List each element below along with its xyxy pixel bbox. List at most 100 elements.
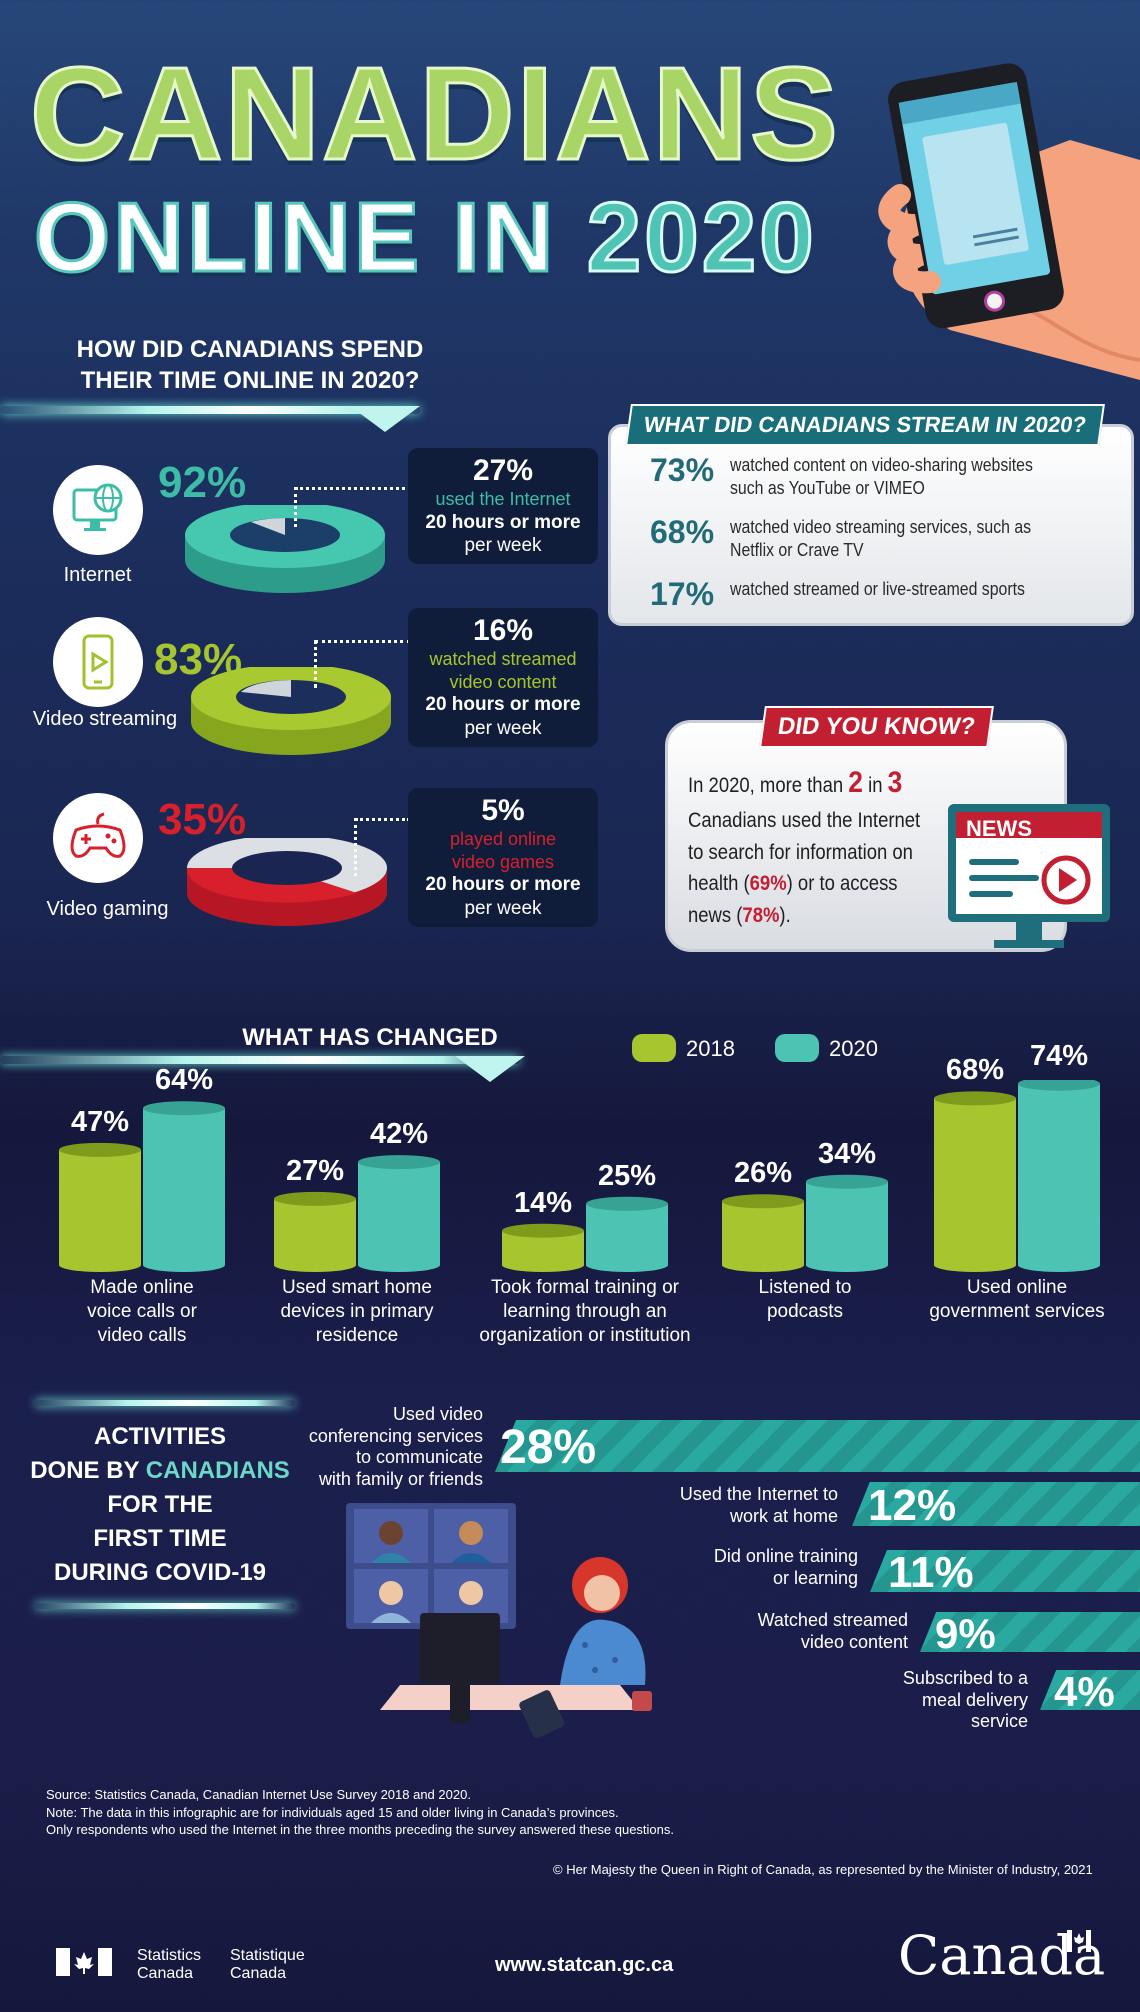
internet-hours-pct: 27% — [472, 454, 534, 487]
legend-2018-label: 2018 — [686, 1036, 735, 1061]
internet-label: Internet — [63, 564, 132, 586]
dyk-news-pct: 78% — [742, 903, 780, 927]
bar-2020-4 — [1018, 1080, 1100, 1272]
video-gaming-donut — [186, 838, 387, 926]
activity-label: Did online training or learning — [713, 1546, 858, 1588]
activities-top-bar — [35, 1400, 295, 1406]
video-gaming-leader — [355, 818, 410, 821]
dyk-text-2: in — [868, 774, 883, 797]
statcan-url-link[interactable]: www.statcan.gc.ca — [495, 1954, 674, 1976]
bar-value-label: 25% — [597, 1159, 657, 1192]
statcan-en: Statistics Canada — [137, 1947, 201, 1984]
stream-row-pct: 17% — [650, 576, 715, 612]
video-gaming-hours-text-1: played online — [449, 829, 557, 849]
internet-hours-threshold: 20 hours or more — [425, 511, 581, 533]
divider-arrow-icon — [455, 1056, 525, 1082]
internet-pct: 92% — [158, 458, 247, 507]
legend-2020-label: 2020 — [829, 1036, 878, 1061]
video-streaming-hours-pct: 16% — [472, 614, 534, 647]
activity-pct: 4% — [1054, 1668, 1115, 1715]
copyright: © Her Majesty the Queen in Right of Cana… — [553, 1862, 1093, 1877]
video-streaming-leader-v — [314, 640, 317, 688]
time-online-divider — [0, 406, 420, 414]
bar-value-label: 47% — [70, 1105, 130, 1138]
statcan-fr-2: Canada — [230, 1965, 287, 1983]
internet-hours-text: used the Internet — [435, 489, 571, 509]
stream-row: 68% watched video streaming services, su… — [650, 516, 1120, 578]
title-line-1: CANADIANS — [29, 40, 840, 187]
internet-leader — [295, 487, 405, 490]
video-gaming-hours-period: per week — [464, 897, 542, 919]
activity-label: Watched streamed video content — [757, 1610, 908, 1652]
phone-in-hand-icon — [878, 63, 1140, 380]
dyk-text-5: ). — [779, 903, 791, 927]
divider-arrow-icon — [350, 406, 420, 432]
activities-bottom-bar — [35, 1603, 295, 1609]
video-streaming-hours-period: per week — [464, 717, 542, 739]
internet-icon — [53, 465, 143, 555]
activity-label: Used the Internet to work at home — [679, 1484, 838, 1526]
stream-row: 17% watched streamed or live-streamed sp… — [650, 578, 1120, 618]
dyk-number-2: 3 — [887, 766, 903, 799]
time-online-heading-line-2: THEIR TIME ONLINE IN 2020? — [80, 367, 420, 395]
video-gaming-icon — [53, 793, 143, 883]
news-label: NEWS — [966, 816, 1032, 841]
video-streaming-icon — [53, 617, 143, 707]
activity-pct: 12% — [868, 1481, 957, 1530]
time-online-heading: HOW DID CANADIANS SPEND THEIR TIME ONLIN… — [40, 334, 460, 396]
stream-row-text: watched video streaming services, such a… — [730, 517, 1032, 560]
video-streaming-hours-text-1: watched streamed — [429, 649, 577, 669]
activities-heading-line-2a: DONE BY — [30, 1457, 140, 1485]
bar-category-label: Made online voice calls or video calls — [87, 1277, 197, 1346]
video-gaming-hours-pct: 5% — [481, 794, 525, 827]
bar-category-label: Used smart home devices in primary residen… — [280, 1277, 434, 1346]
activity-label: Used video conferencing services to commun… — [308, 1404, 483, 1489]
bar-2018-1 — [274, 1191, 356, 1272]
bar-value-label: 68% — [945, 1054, 1005, 1087]
activity-label: Subscribed to a meal delivery service — [902, 1668, 1028, 1732]
video-gaming-info-box: 5% played online video games 20 hours or… — [408, 788, 598, 927]
title-line-2: ONLINE IN 2020 — [32, 187, 817, 288]
activities-heading-line-3: FOR THE — [107, 1491, 213, 1519]
statcan-fr: Statistique Canada — [230, 1947, 305, 1984]
bar-value-label: 42% — [369, 1118, 429, 1151]
title-year: 2020 — [585, 182, 817, 292]
stream-row-text: watched streamed or live-streamed sports — [730, 579, 1025, 599]
source-line: Source: Statistics Canada, Canadian Inte… — [46, 1787, 471, 1802]
wordmark-flag-icon — [1067, 1930, 1091, 1952]
legend-2020-swatch — [775, 1034, 819, 1062]
legend-2018-swatch — [632, 1034, 676, 1062]
activities-heading-line-4: FIRST TIME — [93, 1525, 227, 1553]
bar-value-label: 64% — [154, 1064, 214, 1097]
activity-pct: 28% — [500, 1421, 597, 1474]
stream-box — [608, 424, 1134, 626]
stream-heading: WHAT DID CANADIANS STREAM IN 2020? — [625, 404, 1106, 446]
video-streaming-hours-text-2: video content — [449, 671, 557, 692]
activities-heading-line-2b: CANADIANS — [145, 1457, 290, 1485]
activities-heading: ACTIVITIES DONE BY CANADIANS FOR THE FIR… — [20, 1420, 300, 1590]
dyk-text-1: In 2020, more than — [688, 774, 844, 797]
bar-2018-3 — [722, 1194, 804, 1272]
stream-row-text: watched content on video-sharing website… — [730, 455, 1033, 498]
bar-2020-3 — [806, 1174, 888, 1272]
internet-info-box: 27% used the Internet 20 hours or more p… — [408, 448, 598, 564]
internet-hours-period: per week — [464, 535, 542, 557]
video-gaming-leader-v — [354, 818, 357, 876]
dyk-text-3: Canadians used the Internet to search fo… — [688, 809, 921, 895]
bar-value-label: 26% — [733, 1157, 793, 1190]
bar-value-label: 74% — [1029, 1039, 1089, 1072]
activity-pct: 11% — [888, 1548, 974, 1597]
did-you-know-heading: DID YOU KNOW? — [759, 706, 994, 748]
time-online-heading-line-1: HOW DID CANADIANS SPEND — [76, 336, 424, 363]
statcan-fr-1: Statistique — [230, 1947, 305, 1964]
note-line: Note: The data in this infographic are f… — [46, 1804, 619, 1820]
video-streaming-label: Video streaming — [32, 708, 178, 730]
did-you-know-text: In 2020, more than 2 in 3 Canadians used… — [688, 760, 926, 931]
activities-heading-line-1: ACTIVITIES — [93, 1423, 226, 1450]
changed-divider — [0, 1056, 520, 1064]
stream-row: 73% watched content on video-sharing web… — [650, 454, 1120, 516]
bar-value-label: 27% — [285, 1154, 345, 1187]
stream-list: 73% watched content on video-sharing web… — [650, 454, 1120, 618]
bar-value-label: 14% — [513, 1186, 573, 1219]
video-streaming-hours-threshold: 20 hours or more — [425, 694, 581, 715]
